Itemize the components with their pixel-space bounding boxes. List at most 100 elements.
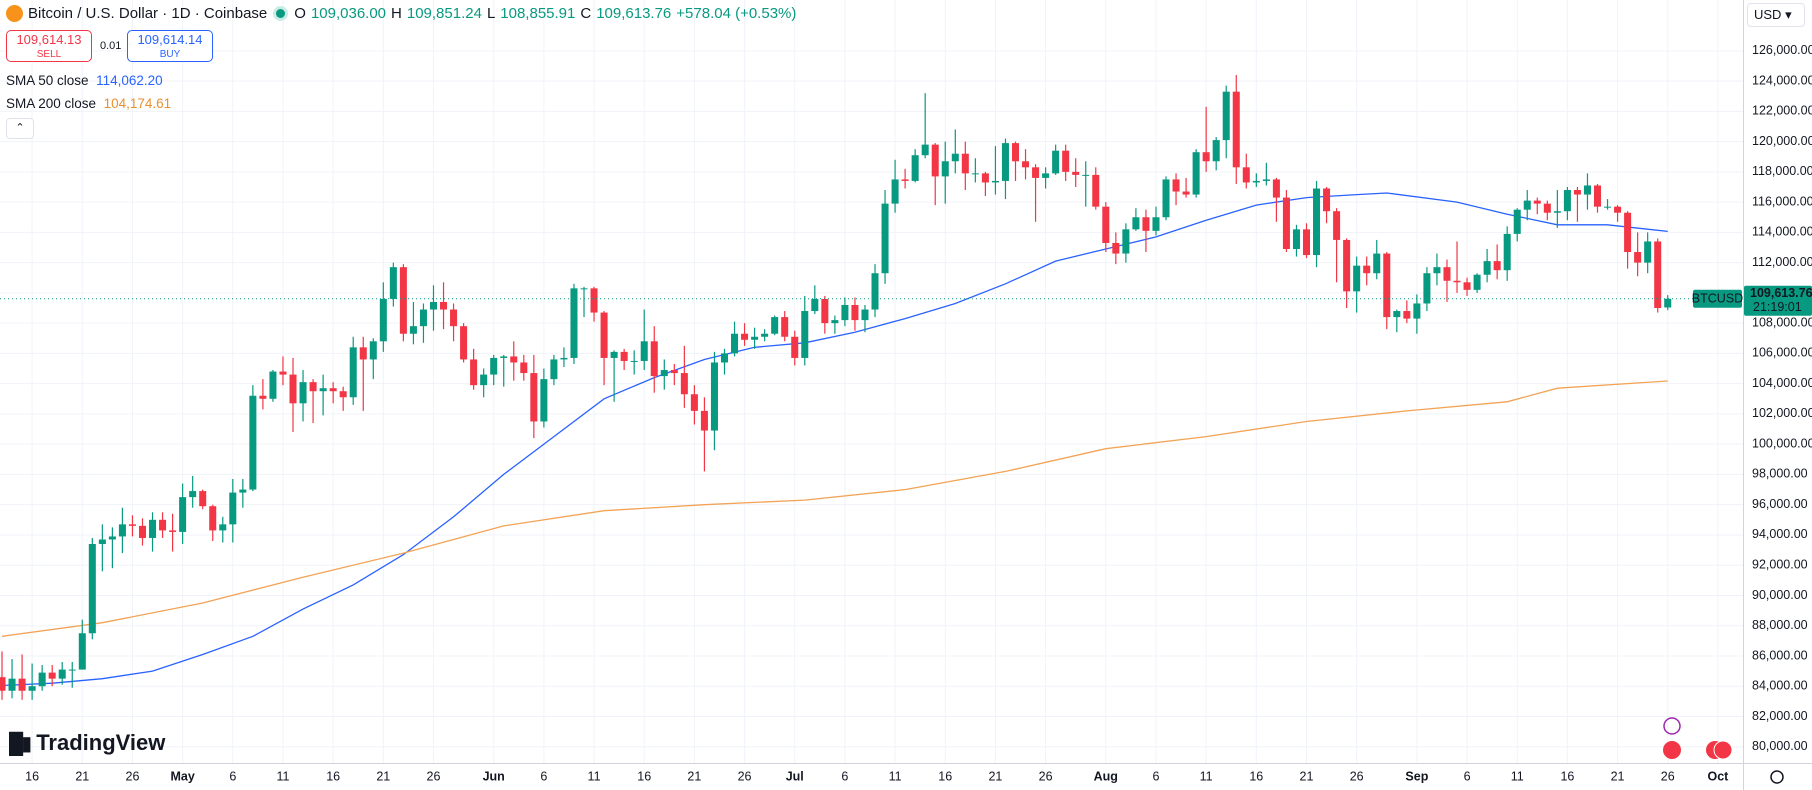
x-tick-label: 6 [229,769,236,783]
candle-body [1182,191,1190,195]
candle-body [108,536,116,540]
sell-price: 109,614.13 [16,32,82,47]
candle-body [1272,179,1280,198]
x-tick-label: 26 [126,769,140,783]
settings-icon [1770,770,1784,784]
candle-body [309,382,317,392]
currency-select[interactable]: USD ▾ [1747,3,1805,27]
sma-value: 114,062.20 [96,73,163,88]
buy-label: BUY [159,49,181,60]
candle-body [219,524,227,531]
x-tick-label: 11 [1511,769,1524,783]
ohlc-close: 109,613.76 [596,5,672,22]
candle-body [1092,174,1100,207]
ohlc-open-key: O [294,5,306,22]
candle-body [319,388,327,392]
candle-body [761,333,769,337]
candle-body [1533,200,1541,204]
price-label: 109,613.76 [1750,286,1812,300]
x-tick-label: 26 [427,769,441,783]
x-tick-label: 16 [938,769,952,783]
candle-body [1072,171,1080,175]
collapse-button[interactable]: ⌃ [6,118,34,139]
candle-body [921,144,929,156]
y-tick-label: 88,000.00 [1752,618,1808,632]
candle-body [1102,206,1110,243]
candle-body [1122,229,1130,254]
logo-mark: █▮ [9,732,32,755]
candle-body [1443,267,1451,281]
candle-body [349,347,357,398]
event-icon [1713,740,1733,760]
sma-legend[interactable]: SMA 200 close 104,174.61 [6,96,171,111]
candle-body [1583,185,1591,195]
candle-body [1042,173,1050,178]
candle-body [700,410,708,431]
y-tick-label: 112,000.00 [1752,255,1812,269]
x-tick-label: Sep [1405,769,1428,783]
countdown-label: 21:19:01 [1753,300,1802,314]
x-tick-label: 6 [841,769,848,783]
candle-body [610,351,618,358]
candle-body [951,153,959,162]
logo: █▮ TradingView [9,730,165,756]
candle-body [801,311,809,358]
x-tick-label: Jun [483,769,505,783]
symbol-title[interactable]: Bitcoin / U.S. Dollar · 1D · Coinbase [28,5,268,22]
candle-body [1011,143,1020,162]
y-tick-label: 90,000.00 [1752,588,1808,602]
candle-body [720,353,729,363]
candle-body [931,144,939,177]
x-tick-label: 26 [738,769,752,783]
x-tick-label: 21 [1300,769,1314,783]
y-tick-label: 118,000.00 [1752,164,1812,178]
candle-body [510,356,518,363]
currency: USD [1754,7,1782,22]
candle-body [1343,239,1351,292]
candle-body [570,288,578,358]
price-badge [1744,285,1812,316]
sma-legend[interactable]: SMA 50 close 114,062.20 [6,73,163,88]
candle-body [690,394,698,411]
candle-body [1212,140,1220,162]
event-icon [1663,741,1681,759]
candle-body [971,173,979,175]
candle-body [429,301,438,310]
candle-body [1373,253,1381,274]
candle-body [1022,161,1030,168]
candle-body [1152,217,1160,231]
candle-body [259,395,267,399]
candle-body [1483,261,1491,275]
candle-body [981,173,989,183]
sell-button[interactable]: 109,614.13 SELL [6,30,92,62]
y-tick-label: 116,000.00 [1752,194,1812,208]
candle-body [490,357,498,375]
candle-body [209,506,217,531]
candle-body [861,309,869,321]
candle-body [189,491,197,498]
candle-body [1573,190,1581,195]
candle-body [118,524,126,537]
candle-body [731,333,739,354]
candle-body [1644,241,1652,263]
ohlc-high-key: H [391,5,402,22]
candle-body [48,672,56,679]
x-tick-label: Oct [1707,769,1729,783]
candle-body [28,686,36,691]
candle-body [580,288,588,290]
y-tick-label: 92,000.00 [1752,557,1808,571]
candle-body [1132,217,1140,230]
buy-button[interactable]: 109,614.14 BUY [127,30,213,62]
candle-body [1543,203,1551,213]
x-tick-label: 11 [1200,769,1213,783]
candle-body [1473,274,1481,290]
x-tick-label: 11 [889,769,902,783]
candle-body [1323,188,1331,212]
candle-body [1403,311,1411,319]
sell-label: SELL [36,49,62,60]
x-tick-label: 16 [1560,769,1574,783]
candle-body [540,379,548,422]
candle-body [289,374,297,404]
candle-body [149,519,157,538]
x-tick-label: 26 [1661,769,1675,783]
